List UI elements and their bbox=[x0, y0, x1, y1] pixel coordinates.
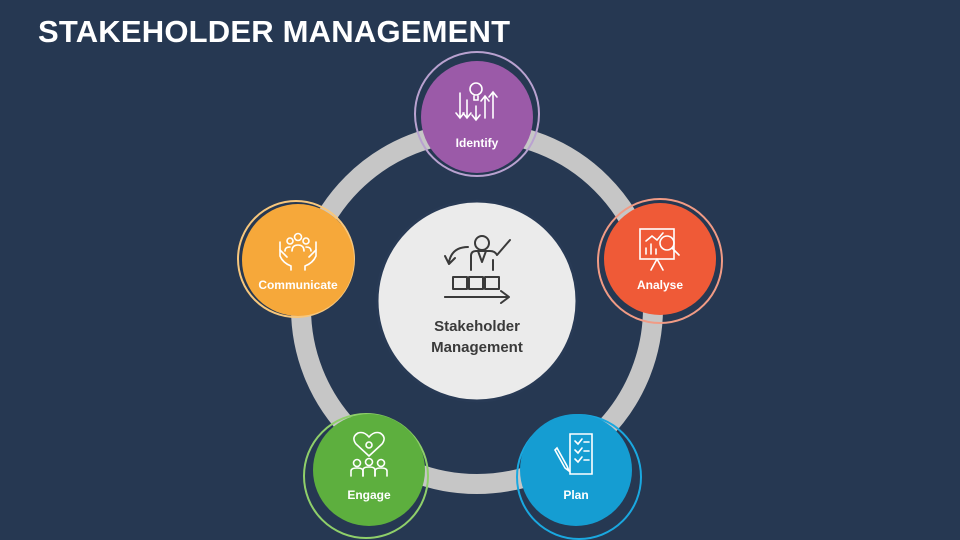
node-engage-outline bbox=[303, 413, 429, 539]
center-label-line2: Management bbox=[431, 339, 523, 356]
hands-people-icon bbox=[279, 232, 317, 271]
node-engage bbox=[303, 413, 429, 539]
center-label-line1: Stakeholder bbox=[434, 318, 520, 335]
node-communicate bbox=[237, 200, 355, 318]
node-communicate-label: Communicate bbox=[258, 278, 338, 292]
center-label: Stakeholder Management bbox=[397, 316, 557, 358]
node-plan-label: Plan bbox=[563, 488, 589, 502]
node-analyse bbox=[597, 198, 723, 324]
node-engage-circle bbox=[313, 414, 425, 526]
center-circle bbox=[375, 199, 579, 403]
node-engage-label: Engage bbox=[347, 488, 391, 502]
node-identify bbox=[414, 51, 540, 177]
node-plan bbox=[516, 414, 642, 540]
node-identify-label: Identify bbox=[455, 136, 499, 150]
people-heart-icon bbox=[350, 431, 388, 477]
node-communicate-circle bbox=[242, 204, 354, 316]
node-analyse-label: Analyse bbox=[636, 278, 684, 292]
node-analyse-outline bbox=[597, 198, 723, 324]
page-title: STAKEHOLDER MANAGEMENT bbox=[38, 14, 511, 49]
node-communicate-outline bbox=[237, 200, 355, 318]
chart-magnifier-icon bbox=[639, 228, 680, 271]
node-identify-outline bbox=[414, 51, 540, 177]
node-identify-circle bbox=[421, 61, 533, 173]
checklist-pen-icon bbox=[554, 433, 593, 475]
presenter-arrow-icon bbox=[444, 235, 511, 304]
node-plan-circle bbox=[520, 414, 632, 526]
lightbulb-arrows-icon bbox=[455, 82, 498, 122]
